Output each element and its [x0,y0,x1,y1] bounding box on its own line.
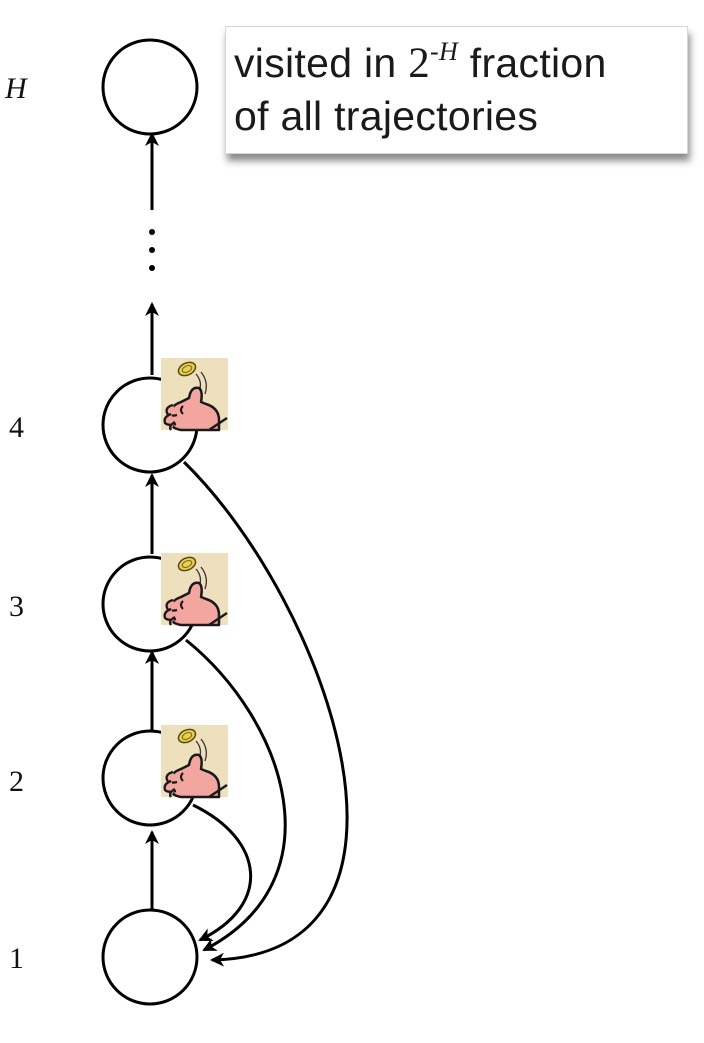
callout-line-2: of all trajectories [234,93,539,139]
coin-flip-thumb-icon [159,356,230,432]
level-label-4: 4 [9,411,24,444]
level-label-3: 3 [9,590,24,623]
state-node-h [101,38,199,136]
visit-fraction-callout: visited in 2-H fraction of all trajector… [225,26,688,154]
callout-exponent-sign: - [430,37,439,66]
reset-edge-2-to-1 [192,803,252,942]
level-label-1: 1 [9,942,24,975]
callout-exponent-var: H [439,37,459,66]
level-label-2: 2 [9,765,24,798]
ellipsis-dots [149,229,155,271]
state-node-1 [101,908,199,1006]
coin-flip-thumb-icon [159,551,230,627]
level-label-h: H [4,72,29,105]
callout-base: 2 [408,40,431,87]
reset-edge-3-to-1 [185,638,287,952]
reset-edge-4-to-1 [182,460,349,967]
callout-line-1: visited in 2-H fraction [234,37,687,90]
callout-suffix: fraction [458,40,607,86]
coin-flip-thumb-icon [159,723,230,799]
callout-prefix: visited in [234,40,409,86]
callout-exponent: -H [430,37,458,66]
